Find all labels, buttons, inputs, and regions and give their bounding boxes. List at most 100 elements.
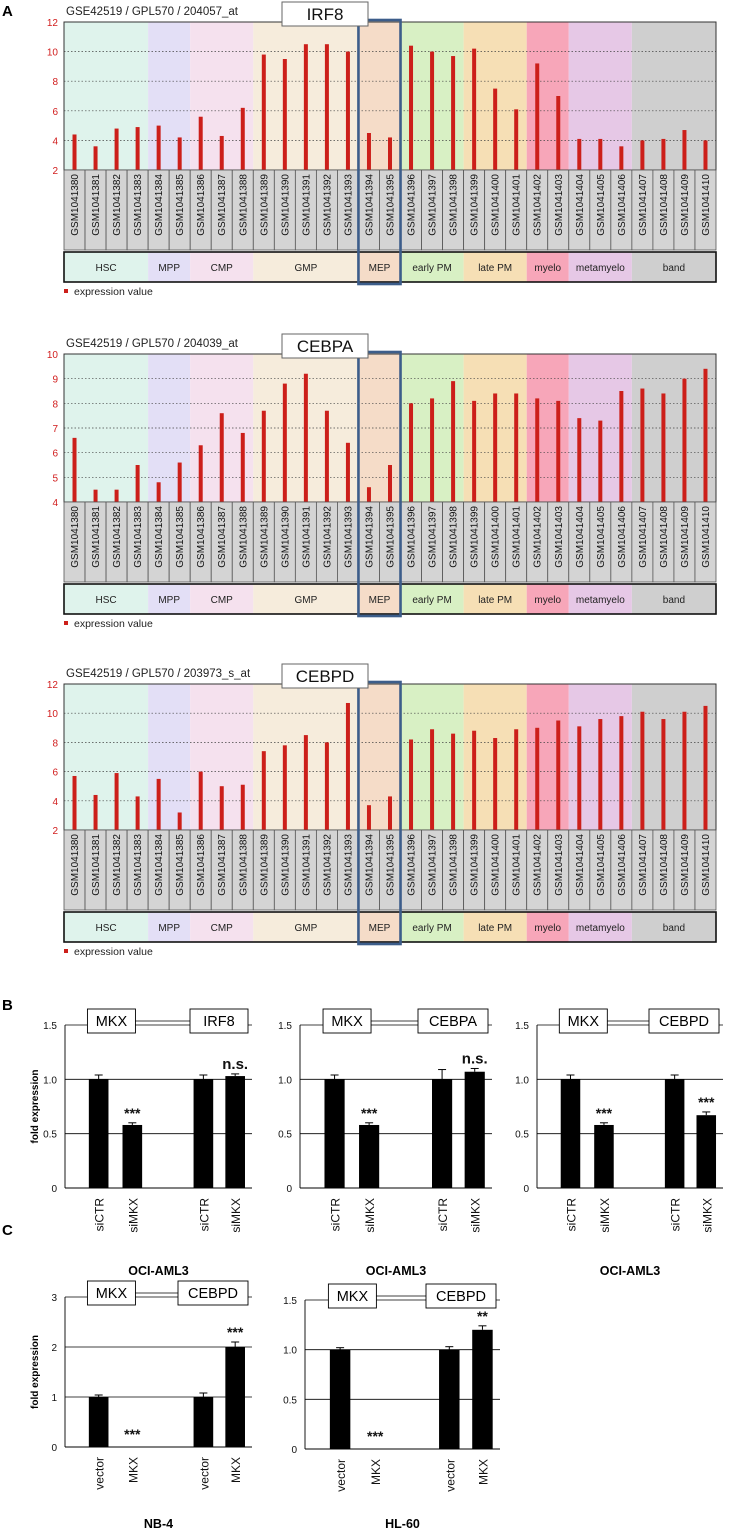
group-cell-mpp (148, 252, 191, 282)
sample-label: GSM1041382 (112, 174, 123, 236)
bar-GSM1041398 (451, 381, 456, 502)
group-label: metamyelo (576, 595, 625, 606)
sample-label: GSM1041392 (322, 834, 333, 896)
gene-title: CEBPD (296, 667, 355, 686)
group-label: CMP (211, 263, 234, 274)
sample-label: GSM1041407 (638, 174, 649, 236)
bar-GSM1041390 (282, 383, 287, 502)
y-tick-label: 2 (52, 826, 58, 837)
sample-label: GSM1041385 (175, 506, 186, 568)
bar-GSM1041396 (409, 403, 414, 502)
group-cell-hsc (64, 912, 149, 942)
bar-vector (88, 1397, 109, 1447)
sample-label: GSM1041393 (343, 834, 354, 896)
sample-label: GSM1041384 (154, 174, 165, 236)
group-label: early PM (412, 263, 451, 274)
bar-GSM1041403 (556, 720, 561, 830)
y-tick-label: 0 (286, 1184, 292, 1195)
sample-label: GSM1041390 (280, 506, 291, 568)
y-tick-label: 0.5 (43, 1130, 57, 1141)
bar-GSM1041410 (703, 140, 708, 170)
cell-line-label: OCI-AML3 (128, 1264, 188, 1278)
group-cell-gmp (253, 252, 359, 282)
sample-label: GSM1041382 (112, 506, 123, 568)
qpcr-chart-oci-aml3-irf8: 0 0.5 1.0 1.5 siCTR *** siMKX siCTR n.s. siMKX MKX… (30, 1008, 252, 1278)
bar-GSM1041397 (430, 729, 435, 830)
bar-MKX (472, 1329, 493, 1449)
sample-label: GSM1041390 (280, 834, 291, 896)
group-cell-myelo (526, 912, 569, 942)
sample-label: GSM1041386 (196, 506, 207, 568)
significance-label: ** (477, 1308, 488, 1324)
sample-label: GSM1041391 (301, 834, 312, 896)
sample-label: GSM1041385 (175, 834, 186, 896)
group-cell-cmp (190, 252, 254, 282)
bar-GSM1041384 (156, 125, 161, 170)
category-label: MKX (476, 1459, 490, 1485)
dataset-header: GSE42519 / GPL570 / 204039_at (66, 338, 239, 350)
panel-letter-c: C (2, 1222, 13, 1239)
bar-GSM1041405 (598, 420, 603, 502)
sample-label: GSM1041395 (386, 506, 397, 568)
gene-box (177, 1280, 249, 1306)
y-tick-label: 6 (52, 768, 58, 779)
group-label: HSC (96, 923, 117, 934)
category-label: siCTR (436, 1198, 450, 1232)
bar-siCTR (88, 1079, 109, 1188)
bar-GSM1041390 (282, 745, 287, 830)
y-tick-label: 4 (52, 797, 58, 808)
sample-label: GSM1041398 (449, 174, 460, 236)
sample-label: GSM1041406 (617, 174, 628, 236)
sample-label: GSM1041380 (70, 506, 81, 568)
bar-GSM1041408 (661, 393, 666, 502)
bar-GSM1041381 (93, 489, 98, 502)
bar-GSM1041385 (177, 137, 182, 170)
bar-GSM1041390 (282, 59, 287, 170)
significance-label: *** (367, 1428, 384, 1444)
mep-highlight-frame (357, 680, 402, 946)
sample-label: GSM1041380 (70, 834, 81, 896)
bar-GSM1041388 (240, 784, 245, 830)
group-label: CMP (211, 595, 234, 606)
bar-siMKX (122, 1124, 143, 1188)
dataset-header: GSE42519 / GPL570 / 203973_s_at (66, 668, 251, 680)
y-tick-label: 0.5 (278, 1130, 292, 1141)
sample-label: GSM1041400 (491, 834, 502, 896)
bar-GSM1041400 (493, 88, 498, 170)
group-strip-frame (63, 583, 717, 615)
bar-GSM1041391 (303, 373, 308, 502)
bar-GSM1041384 (156, 778, 161, 830)
category-label: vector (197, 1457, 211, 1490)
group-band (526, 684, 569, 830)
sample-label: GSM1041384 (154, 834, 165, 896)
significance-label: n.s. (222, 1056, 248, 1073)
sample-label: GSM1041397 (428, 834, 439, 896)
bar-siCTR (324, 1079, 345, 1188)
sample-cell (694, 829, 717, 911)
sample-label: GSM1041381 (91, 834, 102, 896)
bar-GSM1041391 (303, 735, 308, 830)
sample-label: GSM1041402 (533, 174, 544, 236)
y-tick-label: 8 (52, 738, 58, 749)
significance-label: *** (124, 1105, 141, 1121)
sample-label: GSM1041398 (449, 506, 460, 568)
bar-GSM1041389 (261, 410, 266, 502)
bar-GSM1041396 (409, 739, 414, 830)
sample-label: GSM1041389 (259, 834, 270, 896)
sample-label: GSM1041385 (175, 174, 186, 236)
bar-GSM1041388 (240, 107, 245, 170)
sample-label: GSM1041396 (407, 174, 418, 236)
sample-label: GSM1041391 (301, 174, 312, 236)
sample-label: GSM1041405 (596, 174, 607, 236)
y-tick-label: 3 (51, 1293, 57, 1304)
group-label: GMP (294, 595, 317, 606)
sample-label: GSM1041381 (91, 506, 102, 568)
y-tick-label: 6 (52, 107, 58, 118)
group-cell-band (631, 252, 716, 282)
bar-vector (439, 1349, 460, 1449)
sample-label: GSM1041391 (301, 506, 312, 568)
group-label: HSC (96, 263, 117, 274)
sample-label: GSM1041410 (701, 834, 712, 896)
bar-GSM1041382 (114, 128, 119, 170)
category-label: siMKX (363, 1198, 377, 1233)
